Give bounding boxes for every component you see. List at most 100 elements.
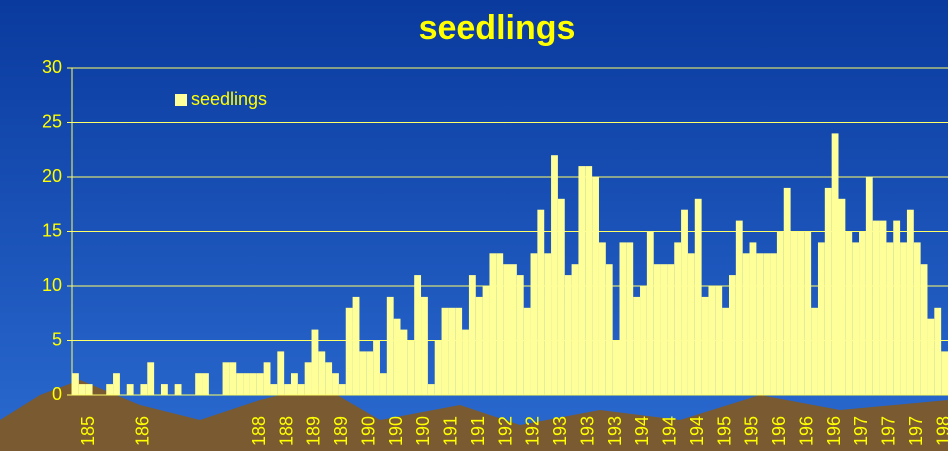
x-tick-label: 195 (742, 416, 762, 446)
bar (612, 340, 620, 395)
bar (852, 242, 860, 395)
bar (653, 264, 661, 395)
bar (927, 318, 935, 395)
bar (441, 307, 449, 395)
bar (379, 373, 387, 395)
bar (872, 220, 880, 395)
bar (913, 242, 921, 395)
bar (619, 242, 627, 395)
y-tick-label: 5 (52, 329, 62, 349)
bar (790, 231, 798, 395)
x-tick-label: 185 (78, 416, 98, 446)
bar (859, 231, 866, 395)
bar (304, 362, 312, 395)
bar (564, 275, 572, 395)
bar (687, 253, 695, 395)
bar (256, 373, 264, 395)
bar (770, 253, 777, 395)
x-tick-label: 193 (605, 416, 625, 446)
bar (701, 296, 709, 395)
x-tick-label: 196 (824, 416, 844, 446)
bar (359, 351, 367, 395)
x-tick-label: 189 (331, 416, 351, 446)
bar (434, 340, 442, 395)
bar (113, 373, 120, 395)
x-tick-label: 186 (133, 416, 153, 446)
bar (400, 329, 408, 395)
x-tick-label: 197 (851, 416, 871, 446)
bar (729, 275, 736, 395)
bar (140, 384, 148, 395)
bar (489, 253, 497, 395)
bar (797, 231, 805, 395)
bar (605, 264, 613, 395)
bar (332, 373, 339, 395)
x-tick-label: 198 (933, 416, 948, 446)
bar (749, 242, 757, 395)
y-tick-label: 0 (52, 384, 62, 404)
bar (722, 307, 729, 395)
x-tick-label: 188 (249, 416, 269, 446)
bar (715, 286, 723, 395)
bar (838, 198, 846, 395)
bar (345, 307, 353, 395)
x-tick-label: 196 (769, 416, 789, 446)
bar (694, 198, 702, 395)
bar (831, 133, 839, 395)
bar (386, 296, 394, 395)
bar (160, 384, 168, 395)
y-tick-label: 15 (42, 220, 62, 240)
bar (681, 209, 688, 395)
x-tick-label: 189 (304, 416, 324, 446)
bar (626, 242, 634, 395)
bar (523, 307, 531, 395)
bar (783, 187, 791, 395)
bar (578, 166, 586, 395)
bar (660, 264, 668, 395)
bar (886, 242, 894, 395)
bar (934, 307, 942, 395)
x-tick-label: 196 (796, 416, 816, 446)
bar (742, 253, 750, 395)
bar (195, 373, 203, 395)
bar (667, 264, 675, 395)
bar (462, 329, 469, 395)
bar (544, 253, 552, 395)
bar (311, 329, 319, 395)
bar (174, 384, 182, 395)
x-tick-label: 192 (523, 416, 543, 446)
x-tick-label: 191 (468, 416, 488, 446)
bar (407, 340, 415, 395)
y-tick-label: 10 (42, 275, 62, 295)
x-tick-label: 188 (276, 416, 296, 446)
x-tick-label: 195 (714, 416, 734, 446)
y-tick-label: 25 (42, 111, 62, 131)
bar (277, 351, 285, 395)
bar (427, 384, 435, 395)
bar (482, 286, 490, 395)
bar (708, 286, 716, 395)
bar (291, 373, 298, 395)
bar (297, 384, 305, 395)
bar (510, 264, 517, 395)
bar (229, 362, 237, 395)
bar (373, 340, 380, 395)
bar (393, 318, 401, 395)
x-tick-label: 197 (879, 416, 899, 446)
bar (202, 373, 209, 395)
bar (78, 384, 86, 395)
bar (585, 166, 593, 395)
bar (106, 384, 114, 395)
bar (537, 209, 545, 395)
bar (824, 187, 832, 395)
bar (72, 373, 79, 395)
bar (571, 264, 579, 395)
x-tick-label: 190 (386, 416, 406, 446)
bar (325, 362, 333, 395)
bar (879, 220, 887, 395)
bar (366, 351, 374, 395)
bar (243, 373, 250, 395)
bar (893, 220, 901, 395)
bar (263, 362, 271, 395)
bar (468, 275, 476, 395)
